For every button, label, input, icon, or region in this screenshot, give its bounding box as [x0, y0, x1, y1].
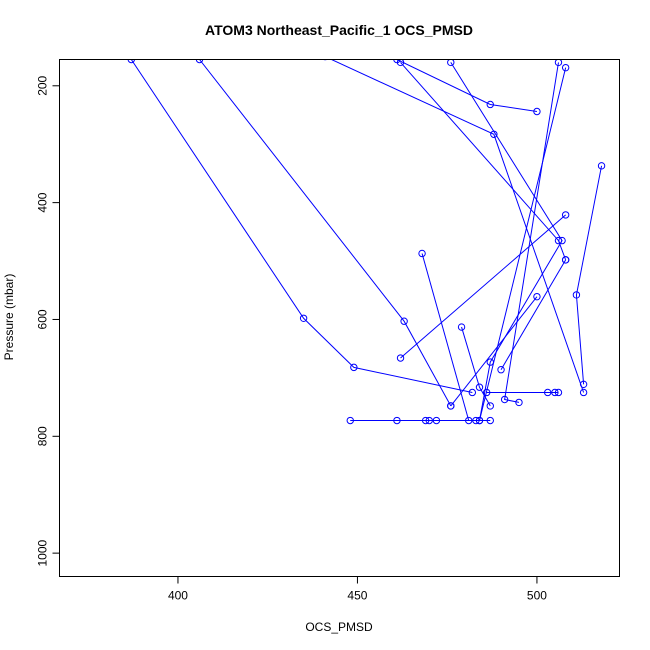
series-1: [127, 59, 477, 397]
series-line: [575, 165, 603, 385]
x-tick-label: 450: [347, 589, 367, 603]
series-line: [396, 59, 538, 112]
y-tick-label: 200: [35, 75, 49, 95]
series-line: [400, 214, 566, 359]
y-tick-label: 800: [36, 426, 50, 446]
data-point: [497, 366, 505, 374]
data-point: [468, 388, 477, 397]
x-tick-label: 400: [168, 589, 188, 603]
data-point: [195, 59, 204, 64]
x-tick-label: 500: [527, 589, 547, 603]
data-point: [561, 211, 570, 219]
data-point: [572, 291, 581, 299]
series-line: [330, 59, 585, 393]
data-point: [500, 395, 509, 404]
data-point: [127, 59, 135, 64]
data-point: [561, 63, 570, 72]
series-13: [497, 256, 570, 374]
series-line: [500, 259, 567, 370]
series-15: [482, 388, 563, 397]
x-axis-label: OCS_PMSD: [305, 620, 373, 634]
data-point: [486, 402, 494, 410]
data-point: [475, 383, 484, 391]
series-17: [421, 416, 480, 425]
series-7: [500, 59, 563, 407]
plot-data: [127, 59, 606, 425]
data-point: [533, 292, 541, 301]
series-line: [461, 326, 491, 407]
y-tick-label: 600: [36, 309, 50, 329]
data-point: [299, 314, 308, 322]
data-point: [579, 380, 588, 389]
data-point: [457, 323, 466, 331]
data-point: [486, 416, 494, 425]
data-point: [447, 59, 455, 67]
data-point: [396, 59, 405, 67]
data-point: [558, 236, 566, 245]
data-point: [418, 249, 426, 258]
data-point: [393, 416, 401, 425]
data-point: [551, 388, 559, 397]
data-point: [472, 416, 480, 425]
data-point: [554, 388, 563, 397]
series-11: [396, 211, 570, 362]
series-line: [199, 59, 452, 407]
data-point: [515, 398, 523, 407]
series-line: [450, 296, 538, 407]
data-point: [396, 354, 405, 362]
plot-frame: [59, 59, 620, 577]
data-point: [486, 100, 494, 109]
series-12: [447, 292, 541, 410]
y-axis-label: Pressure (mbar): [2, 274, 16, 361]
data-point: [346, 416, 354, 425]
data-point: [579, 388, 588, 397]
y-tick-label: 400: [36, 192, 50, 212]
data-point: [400, 317, 408, 325]
series-14: [457, 323, 494, 410]
data-point: [421, 416, 430, 425]
data-point: [554, 59, 563, 67]
series-line: [504, 62, 559, 403]
series-9: [572, 162, 606, 389]
data-point: [447, 402, 455, 410]
data-point: [533, 107, 541, 116]
data-point: [350, 363, 358, 372]
y-axis: 200 400 600 800 1000: [35, 75, 60, 566]
data-point: [544, 388, 552, 397]
data-point: [561, 256, 570, 264]
data-point: [597, 162, 606, 170]
series-line: [130, 59, 473, 393]
y-tick-label: 1000: [36, 539, 50, 566]
data-point: [482, 388, 491, 397]
chart-title: ATOM3 Northeast_Pacific_1 OCS_PMSD: [205, 22, 473, 38]
